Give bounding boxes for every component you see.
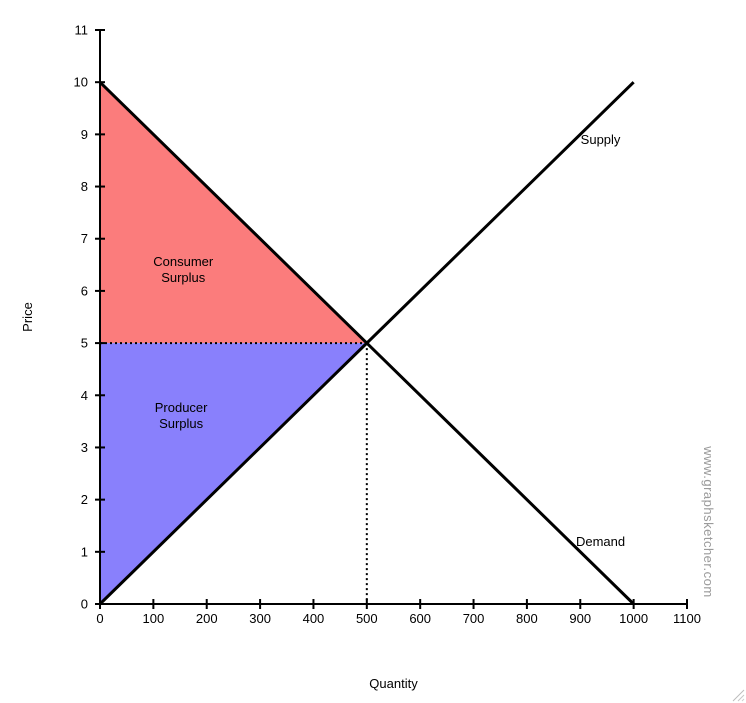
y-axis-tick-label: 6: [81, 283, 88, 298]
consumer-surplus-label: Consumer Surplus: [153, 254, 214, 285]
x-axis-tick-label: 800: [516, 611, 538, 626]
y-axis-tick-label: 9: [81, 127, 88, 142]
watermark-text: www.graphsketcher.com: [701, 445, 716, 597]
y-axis-tick-label: 4: [81, 388, 88, 403]
y-axis-tick-label: 2: [81, 492, 88, 507]
x-axis-tick-label: 700: [463, 611, 485, 626]
demand-label: Demand: [576, 534, 625, 549]
y-axis-tick-label: 10: [74, 75, 88, 90]
y-axis-tick-label: 1: [81, 544, 88, 559]
window-resize-grip-icon[interactable]: [731, 688, 745, 702]
producer-surplus-label: Producer Surplus: [155, 400, 208, 431]
y-axis-tick-label: 0: [81, 597, 88, 612]
y-axis-tick-label: 7: [81, 231, 88, 246]
y-axis-title: Price: [20, 302, 35, 332]
y-axis-tick-label: 11: [75, 23, 89, 38]
x-axis-tick-label: 900: [569, 611, 591, 626]
y-axis-tick-label: 8: [81, 179, 88, 194]
x-axis-tick-label: 1000: [619, 611, 648, 626]
x-axis-tick-label: 200: [196, 611, 218, 626]
x-axis-tick-label: 400: [303, 611, 325, 626]
x-axis-tick-label: 1100: [673, 611, 701, 626]
x-axis-title: Quantity: [369, 676, 418, 691]
x-axis-tick-label: 300: [249, 611, 271, 626]
y-axis-tick-label: 3: [81, 440, 88, 455]
x-axis-tick-label: 100: [143, 611, 165, 626]
supply-label: Supply: [581, 132, 621, 147]
demand-line: [98, 81, 635, 606]
x-axis-tick-label: 0: [96, 611, 103, 626]
x-axis-tick-label: 600: [409, 611, 431, 626]
y-axis-tick-label: 5: [81, 336, 88, 351]
x-axis-tick-label: 500: [356, 611, 378, 626]
